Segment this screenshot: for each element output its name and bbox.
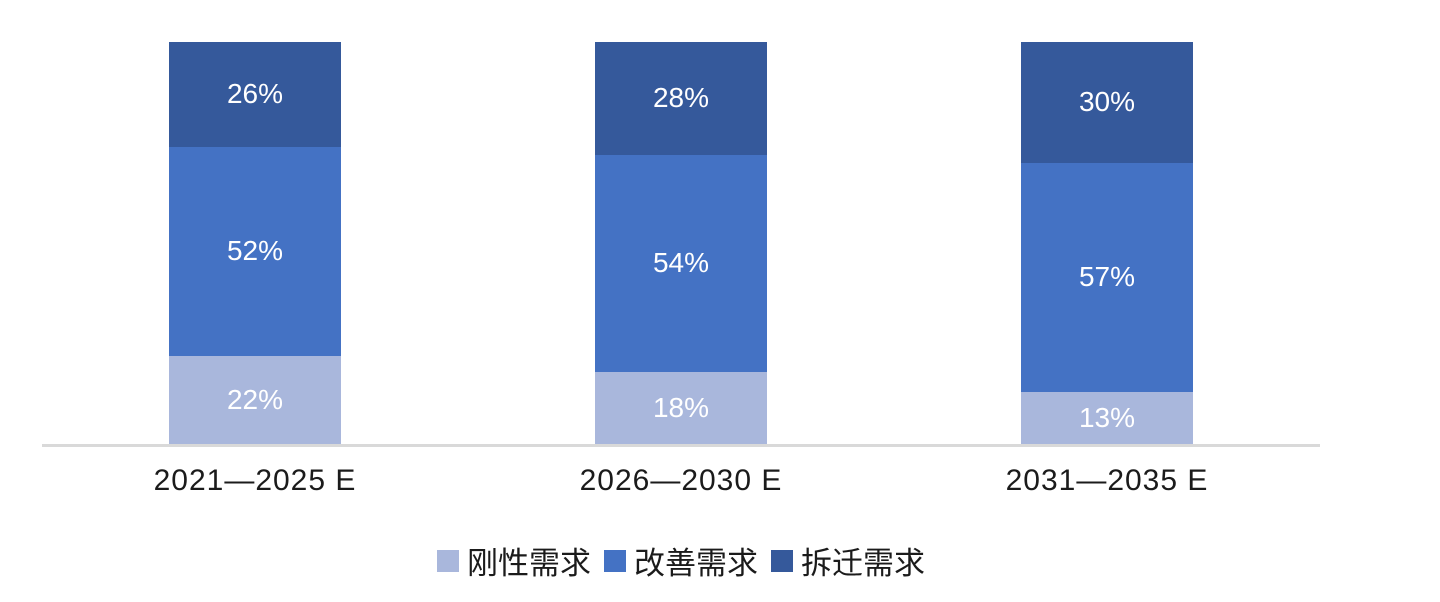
segment-value-label: 57% [1078,261,1136,293]
x-axis-line [42,444,1320,447]
bar-segment: 54% [595,154,767,372]
bar-segment: 57% [1021,162,1193,392]
bar-group: 22% 52% 26% [169,42,341,444]
bar-group: 13% 57% 30% [1021,42,1193,444]
bar-segment: 18% [595,371,767,444]
legend-item: 改善需求 [604,538,758,583]
segment-value-label: 52% [226,235,284,267]
segment-value-label: 30% [1078,86,1136,118]
x-axis-label: 2031—2035 E [1005,464,1209,497]
bar-segment: 26% [169,42,341,147]
segment-value-label: 22% [226,383,284,415]
legend-label: 刚性需求 [467,546,591,581]
bar-segment: 22% [169,355,341,444]
bar-group: 18% 54% 28% [595,42,767,444]
legend-label: 拆迁需求 [801,546,925,581]
segment-value-label: 54% [652,247,710,279]
segment-value-label: 18% [652,391,710,423]
legend-item: 拆迁需求 [771,538,925,583]
bar-segment: 13% [1021,391,1193,444]
segment-value-label: 26% [226,78,284,110]
legend-item: 刚性需求 [437,538,591,583]
x-axis-label: 2021—2025 E [153,464,357,497]
legend-swatch [771,549,793,572]
x-axis-labels: 2021—2025 E 2026—2030 E 2031—2035 E [42,464,1320,498]
legend-label: 改善需求 [634,546,758,581]
segment-value-label: 28% [652,82,710,114]
legend: 刚性需求 改善需求 拆迁需求 [42,538,1320,583]
bar-segment: 52% [169,146,341,356]
bar-segment: 30% [1021,42,1193,163]
segment-value-label: 13% [1078,401,1136,433]
legend-swatch [604,549,626,572]
legend-swatch [437,549,459,572]
x-axis-label: 2026—2030 E [579,464,783,497]
bar-segment: 28% [595,42,767,155]
plot-area: 22% 52% 26% 18% 54% 28% 13% 57% 30% [42,42,1320,447]
